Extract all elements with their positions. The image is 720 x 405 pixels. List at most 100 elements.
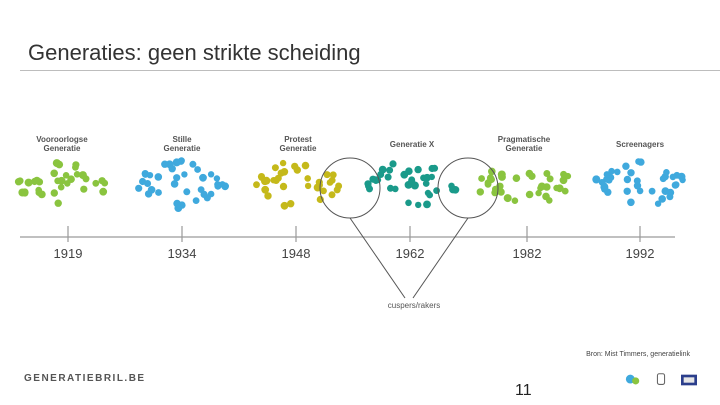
source-citation: Bron: Mist Timmers, generatielink bbox=[586, 351, 690, 358]
generation-dot bbox=[414, 165, 422, 174]
generation-dot bbox=[635, 158, 642, 165]
generation-label: Pragmatische Generatie bbox=[498, 135, 551, 153]
generation-dot bbox=[389, 160, 397, 168]
generation-dot bbox=[279, 182, 288, 191]
generation-dot bbox=[426, 191, 434, 199]
generation-dot bbox=[511, 197, 519, 204]
generation-dot bbox=[173, 174, 181, 182]
ticks-layer bbox=[67, 226, 641, 242]
generation-dot bbox=[24, 178, 33, 187]
generation-dot bbox=[271, 164, 279, 172]
cusp-circle-right bbox=[437, 157, 499, 219]
generation-dot bbox=[277, 169, 285, 177]
year-label: 1948 bbox=[282, 246, 311, 261]
generation-dot bbox=[423, 200, 431, 209]
generation-dot bbox=[492, 185, 499, 193]
generation-dot bbox=[262, 176, 271, 185]
generation-dot bbox=[503, 194, 512, 203]
generation-dot bbox=[304, 182, 312, 190]
generation-dot bbox=[139, 177, 147, 186]
year-label: 1934 bbox=[168, 246, 197, 261]
generation-dot bbox=[33, 176, 41, 185]
generation-dot bbox=[192, 197, 200, 205]
generation-dot bbox=[142, 171, 149, 178]
generation-dot bbox=[323, 171, 331, 179]
generation-dot bbox=[384, 173, 392, 181]
generation-dot bbox=[199, 173, 207, 182]
generation-dot bbox=[627, 169, 635, 177]
generation-dot bbox=[535, 189, 542, 197]
generation-dot bbox=[614, 168, 621, 176]
generation-dot bbox=[415, 201, 422, 209]
generation-dot bbox=[422, 180, 430, 187]
generation-dot bbox=[172, 158, 181, 167]
cusp-layer: cuspers/rakers bbox=[319, 157, 499, 310]
generation-dot bbox=[561, 187, 569, 195]
cusp-pointer-right bbox=[412, 217, 469, 299]
cusp-label: cuspers/rakers bbox=[388, 301, 440, 310]
generation-dot bbox=[99, 187, 108, 196]
generation-dot bbox=[54, 199, 62, 207]
generation-dot bbox=[487, 175, 495, 184]
generation-dot bbox=[50, 189, 58, 197]
generation-dot bbox=[279, 159, 287, 167]
generation-dot bbox=[62, 172, 70, 179]
generation-label: Generatie X bbox=[390, 140, 435, 149]
generation-dot bbox=[623, 175, 632, 184]
generation-dot bbox=[78, 171, 87, 180]
generation-dot bbox=[261, 185, 270, 194]
generation-dot bbox=[671, 181, 679, 189]
generation-dot bbox=[659, 175, 667, 183]
generation-dot bbox=[320, 187, 327, 195]
generation-dot bbox=[431, 164, 439, 172]
generation-dot bbox=[67, 175, 75, 183]
generation-dot bbox=[155, 189, 162, 196]
generation-dot bbox=[335, 182, 343, 190]
generation-dot bbox=[144, 190, 153, 198]
generation-dot bbox=[37, 190, 46, 199]
generation-dot bbox=[658, 195, 666, 203]
generation-dot bbox=[181, 171, 188, 178]
generation-dot bbox=[677, 172, 686, 181]
generation-dot bbox=[207, 171, 215, 178]
partner-logo-3 bbox=[681, 374, 697, 386]
generation-dot bbox=[408, 177, 416, 185]
generation-dot bbox=[173, 199, 181, 208]
generation-dot bbox=[54, 177, 62, 185]
generation-dot bbox=[73, 171, 81, 178]
generation-dot bbox=[377, 171, 385, 178]
generation-dot bbox=[315, 181, 323, 189]
generation-dot bbox=[622, 162, 630, 170]
generation-dot bbox=[546, 197, 553, 204]
generatiebril-logo: GENERATIEBRIL.BE bbox=[24, 373, 146, 384]
generation-dot bbox=[304, 175, 312, 182]
partner-logo-1 bbox=[625, 374, 640, 385]
generation-dot bbox=[546, 175, 554, 183]
generation-dot bbox=[316, 195, 324, 204]
generation-dot bbox=[497, 188, 505, 196]
year-label: 1982 bbox=[513, 246, 542, 261]
generation-dot bbox=[189, 160, 197, 168]
generation-dot bbox=[200, 190, 208, 198]
generation-label: Screenagers bbox=[616, 140, 665, 149]
generation-dot bbox=[592, 175, 601, 184]
generation-dot bbox=[604, 188, 612, 196]
generation-dot bbox=[603, 171, 611, 178]
generation-dot bbox=[55, 160, 64, 169]
generation-dot bbox=[654, 200, 662, 207]
generation-dot bbox=[405, 199, 412, 207]
generation-dot bbox=[57, 183, 65, 191]
generation-label: Stille Generatie bbox=[164, 135, 201, 153]
generation-dot bbox=[663, 169, 670, 176]
generation-label: Vooroorlogse Generatie bbox=[36, 135, 88, 153]
generation-dot bbox=[666, 188, 675, 197]
generation-dot bbox=[135, 184, 143, 192]
generation-dot bbox=[291, 162, 299, 170]
generation-dot bbox=[405, 167, 413, 175]
generation-dot bbox=[623, 187, 631, 195]
generation-dot bbox=[154, 173, 163, 181]
generation-dot bbox=[478, 175, 485, 182]
generation-dot bbox=[608, 167, 615, 175]
generation-dot bbox=[525, 190, 534, 199]
